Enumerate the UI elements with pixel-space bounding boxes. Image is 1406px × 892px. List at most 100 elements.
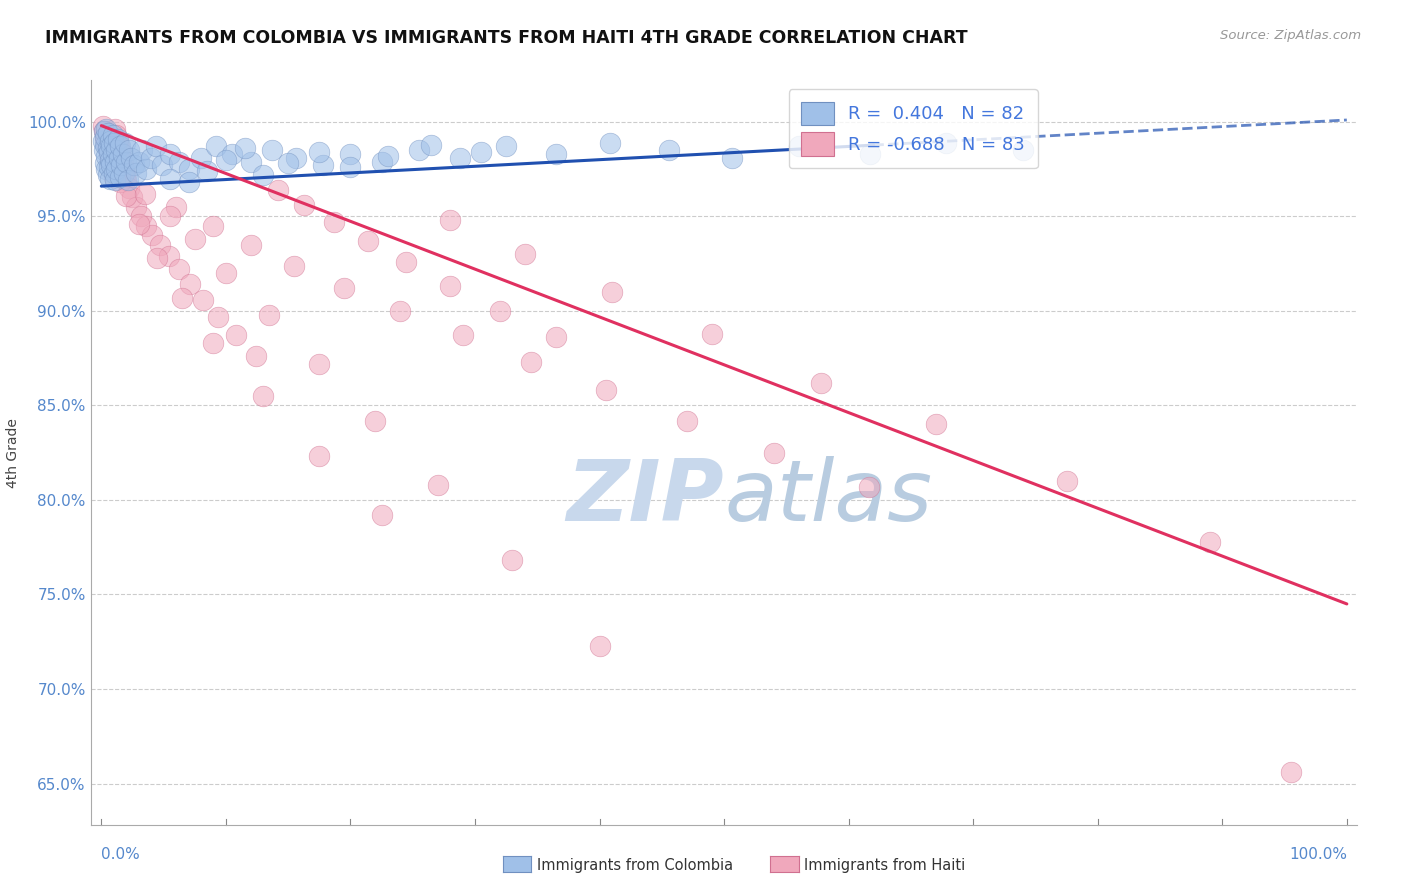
Point bbox=[1198, 534, 1220, 549]
Point bbox=[159, 171, 181, 186]
Point bbox=[96, 149, 118, 163]
Point bbox=[108, 139, 131, 153]
Point bbox=[159, 210, 181, 224]
Point bbox=[98, 153, 121, 167]
Point bbox=[308, 145, 330, 160]
Point bbox=[104, 173, 127, 187]
Point bbox=[308, 450, 330, 464]
Point bbox=[308, 357, 330, 371]
Point bbox=[277, 156, 299, 170]
Point bbox=[135, 162, 157, 177]
Point bbox=[675, 413, 697, 427]
Point bbox=[252, 389, 274, 403]
Point bbox=[588, 639, 610, 653]
Text: atlas: atlas bbox=[724, 456, 932, 539]
Point bbox=[121, 190, 143, 204]
Point bbox=[107, 139, 129, 153]
Point bbox=[449, 151, 471, 165]
Text: Immigrants from Haiti: Immigrants from Haiti bbox=[804, 858, 966, 872]
Point bbox=[101, 164, 124, 178]
Point bbox=[107, 151, 129, 165]
Point bbox=[859, 147, 882, 161]
Point bbox=[104, 154, 127, 169]
Point bbox=[239, 237, 262, 252]
Point bbox=[357, 234, 380, 248]
Point bbox=[96, 162, 118, 177]
Point bbox=[97, 141, 120, 155]
Point bbox=[439, 213, 461, 227]
Point bbox=[252, 168, 274, 182]
Point bbox=[179, 277, 201, 292]
Point bbox=[177, 175, 200, 189]
Point bbox=[110, 151, 132, 165]
Point bbox=[94, 130, 117, 145]
Point bbox=[451, 328, 474, 343]
Point bbox=[215, 153, 238, 167]
Point bbox=[128, 154, 150, 169]
Point bbox=[544, 330, 567, 344]
Point bbox=[94, 156, 117, 170]
Point bbox=[91, 134, 114, 148]
Point bbox=[103, 162, 125, 177]
Point bbox=[97, 126, 120, 140]
Point bbox=[260, 143, 283, 157]
Point bbox=[193, 293, 215, 307]
Point bbox=[207, 310, 229, 324]
Point bbox=[165, 200, 187, 214]
Text: ZIP: ZIP bbox=[567, 456, 724, 539]
Point bbox=[239, 154, 262, 169]
Point bbox=[145, 139, 167, 153]
Point bbox=[93, 124, 115, 138]
Point bbox=[128, 217, 150, 231]
Point bbox=[470, 145, 492, 160]
Point bbox=[1056, 474, 1078, 488]
Point bbox=[115, 173, 138, 187]
Point bbox=[420, 137, 443, 152]
Point bbox=[111, 156, 134, 170]
Point bbox=[323, 215, 346, 229]
Point bbox=[97, 145, 120, 160]
Point bbox=[599, 136, 621, 150]
Point bbox=[108, 169, 131, 184]
Point bbox=[110, 158, 132, 172]
Point bbox=[501, 553, 523, 567]
Point bbox=[195, 164, 218, 178]
Point bbox=[115, 188, 138, 202]
Text: Immigrants from Colombia: Immigrants from Colombia bbox=[537, 858, 733, 872]
Point bbox=[125, 200, 148, 214]
Point bbox=[100, 158, 122, 172]
Point bbox=[98, 171, 121, 186]
Point bbox=[925, 417, 948, 432]
Point bbox=[103, 166, 125, 180]
Point bbox=[94, 130, 117, 145]
Point bbox=[149, 237, 172, 252]
Point bbox=[439, 279, 461, 293]
Point bbox=[333, 281, 356, 295]
Point bbox=[131, 143, 153, 157]
Point bbox=[108, 145, 131, 160]
Point bbox=[787, 139, 810, 153]
Point bbox=[225, 328, 247, 343]
Point bbox=[96, 136, 118, 150]
Point bbox=[129, 210, 152, 224]
Point bbox=[364, 413, 387, 427]
Point bbox=[595, 384, 617, 398]
Point bbox=[408, 143, 430, 157]
Point bbox=[762, 446, 785, 460]
Point bbox=[105, 128, 128, 142]
Point bbox=[292, 198, 315, 212]
Point bbox=[105, 143, 128, 157]
Point bbox=[96, 122, 118, 136]
Point bbox=[245, 349, 267, 363]
Point bbox=[104, 122, 127, 136]
Y-axis label: 4th Grade: 4th Grade bbox=[6, 417, 20, 488]
Point bbox=[141, 151, 163, 165]
Point bbox=[105, 162, 128, 177]
Point bbox=[146, 251, 169, 265]
Point bbox=[94, 137, 117, 152]
Text: 100.0%: 100.0% bbox=[1289, 847, 1347, 863]
Point bbox=[150, 158, 173, 172]
Point bbox=[167, 262, 190, 277]
Point bbox=[202, 336, 225, 351]
Point bbox=[426, 478, 449, 492]
